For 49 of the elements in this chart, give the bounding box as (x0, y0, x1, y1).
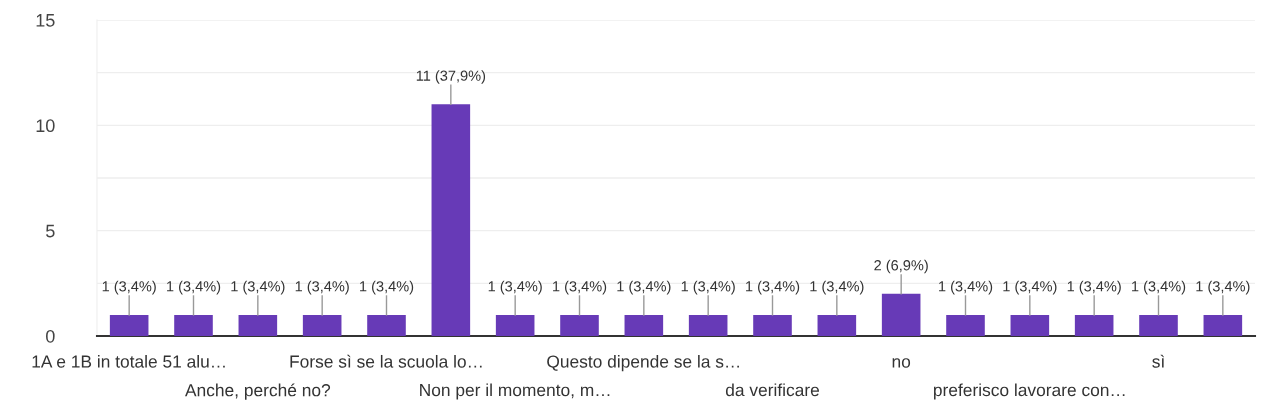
x-tick-label: sì (1152, 354, 1165, 368)
bar (302, 314, 342, 336)
x-tick-label: preferisco lavorare con… (933, 383, 1125, 400)
bar (1074, 314, 1114, 336)
x-tick-label: Anche, perché no? (185, 383, 331, 400)
bar (624, 314, 664, 336)
data-label: 1 (3,4%) (746, 280, 800, 295)
data-label: 1 (3,4%) (810, 280, 864, 295)
bar (1010, 314, 1050, 336)
bar (753, 314, 792, 336)
bar (560, 314, 599, 336)
x-tick-label: da verificare (725, 383, 820, 397)
bar (1203, 314, 1243, 336)
data-label: 1 (3,4%) (1132, 280, 1186, 295)
data-label: 1 (3,4%) (231, 280, 285, 295)
data-label: 1 (3,4%) (617, 280, 671, 295)
y-tick-label: 5 (46, 224, 55, 238)
data-label: 1 (3,4%) (295, 280, 349, 295)
data-label: 1 (3,4%) (102, 280, 156, 295)
bar (431, 104, 471, 336)
bar (1139, 314, 1178, 336)
bar (946, 314, 985, 336)
y-tick-label: 0 (46, 329, 55, 343)
data-label: 2 (6,9%) (874, 259, 928, 274)
data-label: 1 (3,4%) (681, 280, 735, 295)
bar (367, 314, 406, 336)
data-label: 1 (3,4%) (939, 280, 993, 295)
data-label: 1 (3,4%) (1196, 280, 1250, 295)
data-label: 1 (3,4%) (167, 280, 221, 295)
bar (109, 314, 149, 336)
y-tick-label: 10 (36, 119, 55, 133)
x-tick-label: 1A e 1B in totale 51 alu… (32, 354, 225, 368)
x-tick-label: Forse sì se la scuola lo… (290, 354, 482, 368)
data-label: 1 (3,4%) (360, 280, 414, 295)
data-label: 11 (37,9%) (416, 70, 486, 84)
data-label: 1 (3,4%) (553, 280, 607, 295)
x-tick-label: Non per il momento, m… (420, 383, 610, 400)
bar (817, 314, 857, 336)
bar (495, 314, 535, 336)
data-label: 1 (3,4%) (1003, 280, 1057, 295)
data-label: 1 (3,4%) (1067, 280, 1121, 295)
data-label: 1 (3,4%) (488, 280, 542, 295)
y-tick-label: 15 (36, 14, 55, 27)
bar (174, 314, 213, 336)
bar (688, 314, 728, 336)
x-tick-label: Questo dipende se la s… (547, 354, 739, 372)
bar (881, 293, 921, 336)
x-tick-label: no (892, 358, 911, 368)
bar (238, 314, 278, 336)
